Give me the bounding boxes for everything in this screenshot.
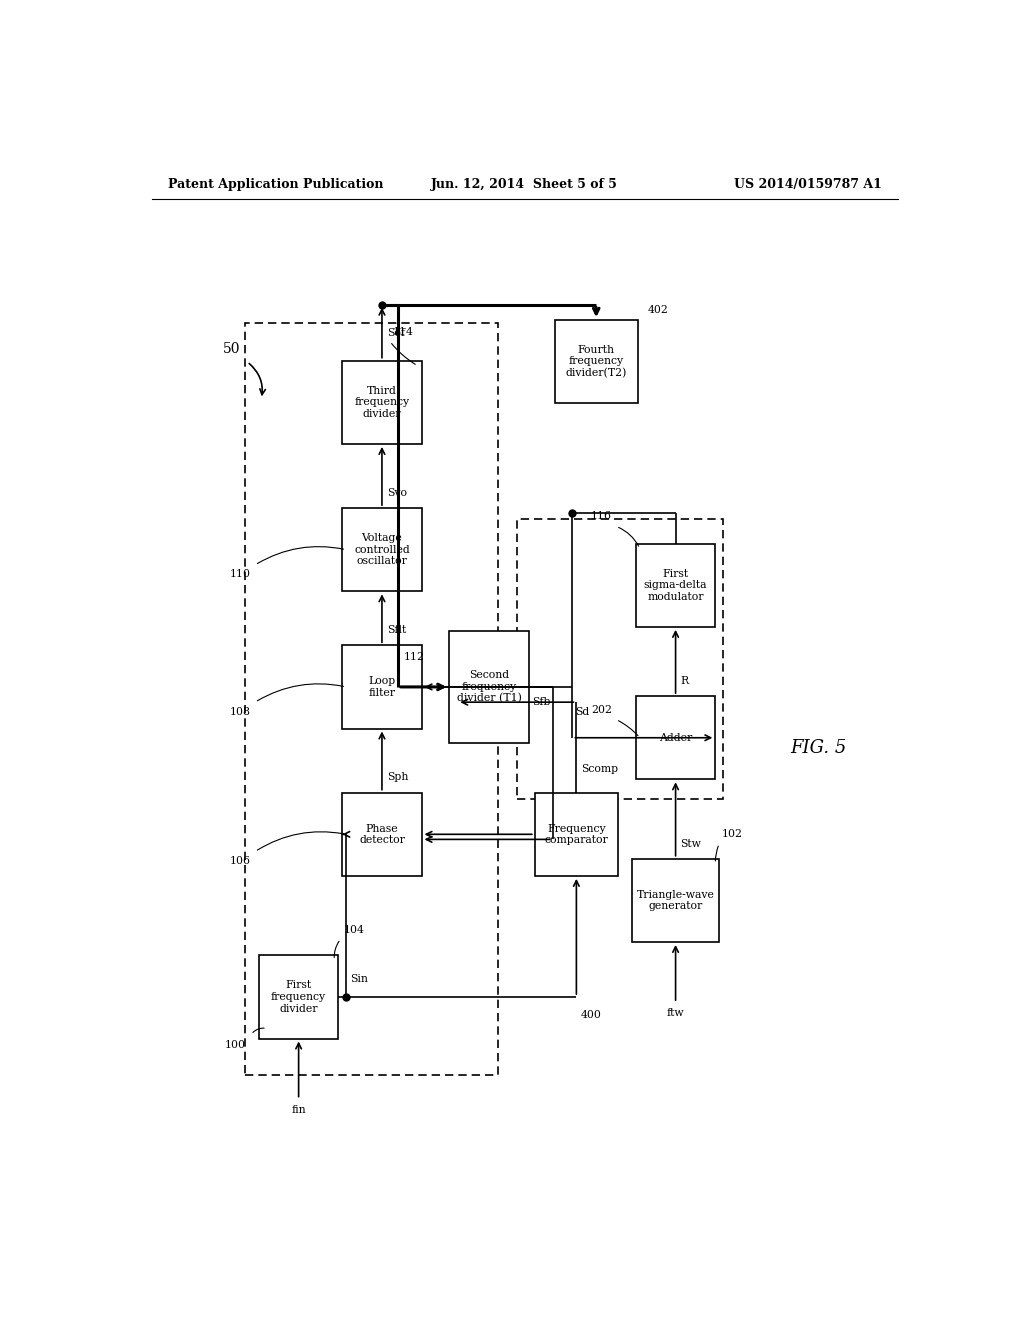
Text: First
frequency
divider: First frequency divider [271, 981, 327, 1014]
FancyBboxPatch shape [450, 631, 528, 743]
Text: Triangle-wave
generator: Triangle-wave generator [637, 890, 715, 911]
Text: 108: 108 [230, 708, 251, 717]
Text: Sfb: Sfb [532, 697, 551, 708]
Text: First
sigma-delta
modulator: First sigma-delta modulator [644, 569, 708, 602]
Text: Sof: Sof [387, 329, 404, 338]
Text: 106: 106 [230, 855, 251, 866]
FancyBboxPatch shape [535, 792, 618, 876]
FancyBboxPatch shape [636, 544, 715, 627]
Text: fin: fin [291, 1105, 306, 1114]
Text: 100: 100 [224, 1040, 246, 1049]
Text: 114: 114 [392, 327, 413, 338]
Text: US 2014/0159787 A1: US 2014/0159787 A1 [734, 178, 882, 191]
Text: Adder: Adder [659, 733, 692, 743]
Text: Fourth
frequency
divider(T2): Fourth frequency divider(T2) [565, 345, 627, 379]
FancyBboxPatch shape [259, 956, 338, 1039]
Text: Sin: Sin [350, 974, 368, 983]
FancyBboxPatch shape [342, 508, 422, 591]
Text: 202: 202 [591, 705, 612, 715]
Text: Sd: Sd [575, 708, 590, 717]
Text: Svo: Svo [387, 488, 407, 498]
FancyBboxPatch shape [342, 645, 422, 729]
Text: FIG. 5: FIG. 5 [791, 739, 847, 756]
Text: 400: 400 [581, 1010, 601, 1020]
Text: Phase
detector: Phase detector [359, 824, 404, 845]
Text: 112: 112 [404, 652, 425, 661]
Text: Scomp: Scomp [582, 764, 618, 775]
Text: 110: 110 [230, 569, 251, 579]
Text: Voltage
controlled
oscillator: Voltage controlled oscillator [354, 533, 410, 566]
Text: Frequency
comparator: Frequency comparator [545, 824, 608, 845]
Text: Loop
filter: Loop filter [369, 676, 395, 698]
Text: Patent Application Publication: Patent Application Publication [168, 178, 383, 191]
Text: 102: 102 [722, 829, 742, 840]
Text: 104: 104 [344, 925, 365, 935]
Text: Third
frequency
divider: Third frequency divider [354, 385, 410, 418]
Text: Sflt: Sflt [387, 626, 406, 635]
Text: R: R [680, 676, 688, 686]
Text: 116: 116 [591, 511, 612, 521]
FancyBboxPatch shape [632, 859, 719, 942]
Text: ftw: ftw [667, 1008, 684, 1018]
FancyBboxPatch shape [555, 319, 638, 404]
Text: 402: 402 [647, 305, 669, 315]
FancyBboxPatch shape [636, 696, 715, 779]
Text: Stw: Stw [680, 838, 701, 849]
Text: 50: 50 [223, 342, 241, 356]
FancyBboxPatch shape [342, 360, 422, 444]
Text: Sph: Sph [387, 772, 409, 783]
FancyBboxPatch shape [342, 792, 422, 876]
Text: Jun. 12, 2014  Sheet 5 of 5: Jun. 12, 2014 Sheet 5 of 5 [431, 178, 618, 191]
Text: Second
frequency
divider (T1): Second frequency divider (T1) [457, 671, 521, 704]
